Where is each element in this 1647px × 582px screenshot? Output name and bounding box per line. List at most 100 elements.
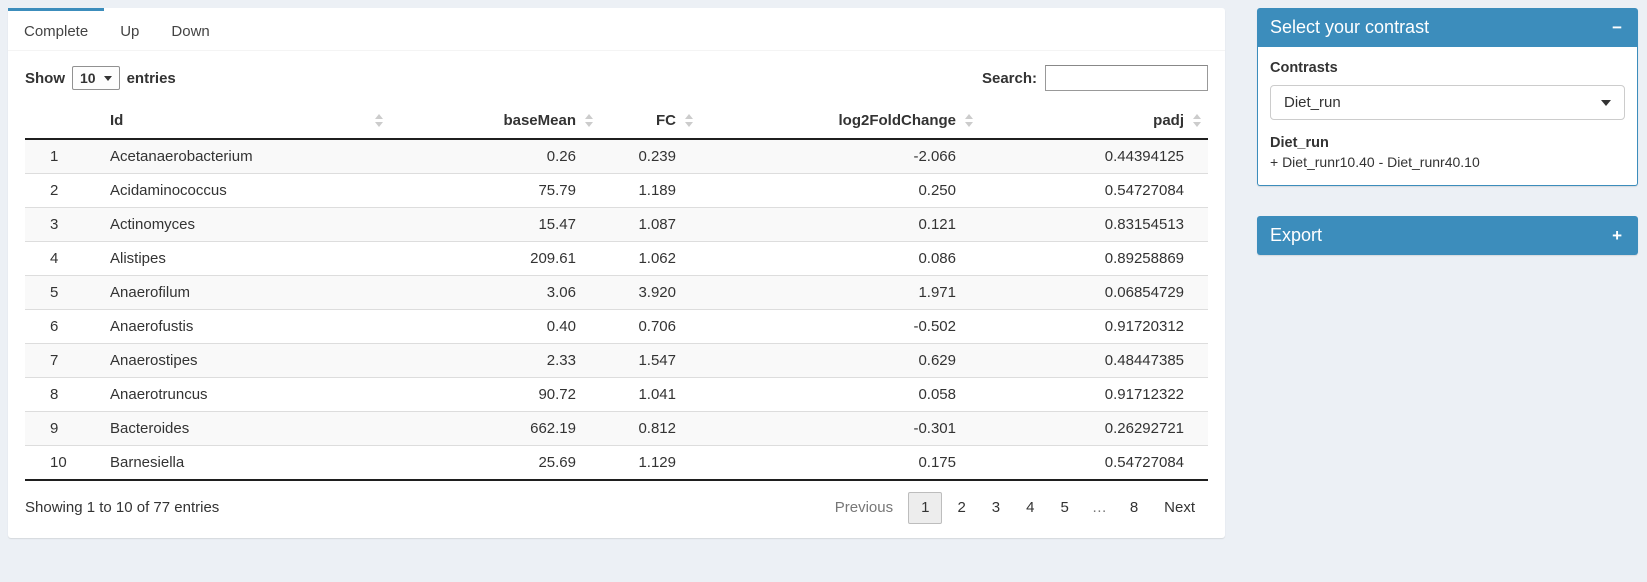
col-header-padj[interactable]: padj	[980, 103, 1208, 140]
cell-basemean: 662.19	[390, 411, 600, 446]
cell-basemean: 2.33	[390, 343, 600, 378]
contrast-box-header: Select your contrast −	[1257, 8, 1638, 47]
expand-plus-icon[interactable]: +	[1612, 226, 1622, 245]
cell-log2foldchange: -2.066	[913, 148, 956, 165]
table-row[interactable]: 5 Anaerofilum 3.06 3.920 1.971 0.0685472…	[25, 275, 1208, 310]
sort-icon	[965, 113, 973, 127]
col-header-id[interactable]: Id	[100, 103, 390, 140]
cell-fc: 1.041	[600, 377, 700, 412]
cell-id: Acidaminococcus	[100, 173, 390, 208]
cell-basemean: 0.26	[546, 148, 576, 165]
cell-fc: 3.920	[600, 275, 700, 310]
search-input[interactable]	[1045, 65, 1208, 91]
cell-fc: 1.087	[600, 207, 700, 242]
cell-fc: 0.706	[600, 309, 700, 344]
table-row[interactable]: 9 Bacteroides 662.19 0.812 -0.301 0.2629…	[25, 411, 1208, 446]
entries-label: entries	[126, 69, 176, 87]
contrast-select-value: Diet_run	[1284, 94, 1341, 111]
caret-down-icon	[1601, 99, 1611, 106]
cell-log2foldchange: 1.971	[700, 275, 980, 310]
cell-fc: 1.189	[600, 173, 700, 208]
sort-icon	[685, 113, 693, 127]
col-header-basemean-label: baseMean	[503, 112, 576, 129]
page-length-control: Show 10 entries	[25, 66, 176, 90]
page-length-value: 10	[80, 70, 96, 86]
pagination-page-5[interactable]: 5	[1060, 499, 1069, 516]
cell-log2foldchange: 0.058	[700, 377, 980, 412]
export-box-header: Export +	[1257, 216, 1638, 255]
cell-index: 2	[25, 173, 100, 208]
tab-down[interactable]: Down	[171, 23, 210, 40]
cell-padj: 0.83154513	[980, 207, 1208, 242]
cell-id: Acetanaerobacterium	[110, 148, 253, 165]
cell-basemean: 0.40	[390, 309, 600, 344]
table-row[interactable]: 2 Acidaminococcus 75.79 1.189 0.250 0.54…	[25, 173, 1208, 208]
cell-basemean: 15.47	[390, 207, 600, 242]
pagination-page-4[interactable]: 4	[1026, 499, 1035, 516]
table-row[interactable]: 1 Acetanaerobacterium 0.26 0.239 -2.066 …	[25, 139, 1208, 174]
cell-log2foldchange: 0.629	[700, 343, 980, 378]
table-row[interactable]: 4 Alistipes 209.61 1.062 0.086 0.8925886…	[25, 241, 1208, 276]
pagination-page-2[interactable]: 2	[957, 499, 966, 516]
cell-id: Alistipes	[100, 241, 390, 276]
cell-log2foldchange: 0.086	[700, 241, 980, 276]
cell-log2foldchange: -0.301	[700, 411, 980, 446]
col-header-padj-label: padj	[1153, 112, 1184, 129]
cell-padj: 0.06854729	[980, 275, 1208, 310]
cell-padj: 0.26292721	[980, 411, 1208, 446]
sidebar-panels: Select your contrast − Contrasts Diet_ru…	[1257, 8, 1638, 255]
pagination-previous[interactable]: Previous	[834, 499, 894, 516]
cell-basemean: 75.79	[390, 173, 600, 208]
cell-index: 10	[25, 445, 100, 481]
contrast-detail-title: Diet_run	[1270, 135, 1329, 151]
cell-padj: 0.44394125	[1104, 148, 1184, 165]
contrast-select[interactable]: Diet_run	[1270, 85, 1625, 120]
pagination-ellipsis: …	[1091, 499, 1107, 516]
cell-id: Bacteroides	[100, 411, 390, 446]
pagination-page-8[interactable]: 8	[1129, 499, 1139, 516]
table-row[interactable]: 7 Anaerostipes 2.33 1.547 0.629 0.484473…	[25, 343, 1208, 378]
tab-bar: Complete Up Down	[8, 8, 1225, 51]
cell-id: Actinomyces	[100, 207, 390, 242]
cell-id: Anaerofustis	[100, 309, 390, 344]
col-header-log2foldchange-label: log2FoldChange	[838, 112, 957, 129]
col-header-log2foldchange[interactable]: log2FoldChange	[700, 103, 980, 140]
cell-id: Anaerofilum	[100, 275, 390, 310]
cell-index: 7	[25, 343, 100, 378]
col-header-fc[interactable]: FC	[600, 103, 700, 140]
table-row[interactable]: 3 Actinomyces 15.47 1.087 0.121 0.831545…	[25, 207, 1208, 242]
table-row[interactable]: 8 Anaerotruncus 90.72 1.041 0.058 0.9171…	[25, 377, 1208, 412]
cell-log2foldchange: 0.250	[700, 173, 980, 208]
contrast-box-title: Select your contrast	[1270, 17, 1430, 37]
page: Complete Up Down Show 10 entries Search:	[8, 8, 1638, 538]
table-footer: Showing 1 to 10 of 77 entries Previous 1…	[25, 481, 1208, 528]
table-info: Showing 1 to 10 of 77 entries	[25, 499, 220, 517]
tab-complete[interactable]: Complete	[8, 8, 105, 50]
cell-padj: 0.89258869	[980, 241, 1208, 276]
cell-basemean: 25.69	[390, 445, 600, 481]
pagination-page-3[interactable]: 3	[991, 499, 1001, 516]
search-label: Search:	[981, 69, 1037, 87]
cell-fc: 1.547	[600, 343, 700, 378]
cell-index: 4	[25, 241, 100, 276]
col-header-basemean[interactable]: baseMean	[390, 103, 600, 140]
contrast-detail-formula: + Diet_runr10.40 - Diet_runr40.10	[1270, 154, 1480, 170]
pagination-next[interactable]: Next	[1164, 499, 1195, 516]
cell-fc: 0.812	[600, 411, 700, 446]
table-controls: Show 10 entries Search:	[25, 59, 1208, 103]
show-label: Show	[25, 69, 65, 87]
table-row[interactable]: 6 Anaerofustis 0.40 0.706 -0.502 0.91720…	[25, 309, 1208, 344]
table-row[interactable]: 10 Barnesiella 25.69 1.129 0.175 0.54727…	[25, 445, 1208, 481]
col-header-id-label: Id	[110, 112, 124, 129]
tab-up[interactable]: Up	[120, 23, 140, 40]
pagination-page-1[interactable]: 1	[908, 492, 943, 524]
cell-log2foldchange: -0.502	[700, 309, 980, 344]
cell-fc: 1.129	[600, 445, 700, 481]
pagination: Previous 1 2 3 4 5 … 8 Next	[822, 492, 1208, 524]
cell-index: 8	[25, 377, 100, 412]
cell-padj: 0.54727084	[980, 173, 1208, 208]
cell-padj: 0.91720312	[980, 309, 1208, 344]
cell-index: 6	[25, 309, 100, 344]
collapse-minus-icon[interactable]: −	[1612, 18, 1622, 37]
page-length-select[interactable]: 10	[72, 66, 120, 90]
